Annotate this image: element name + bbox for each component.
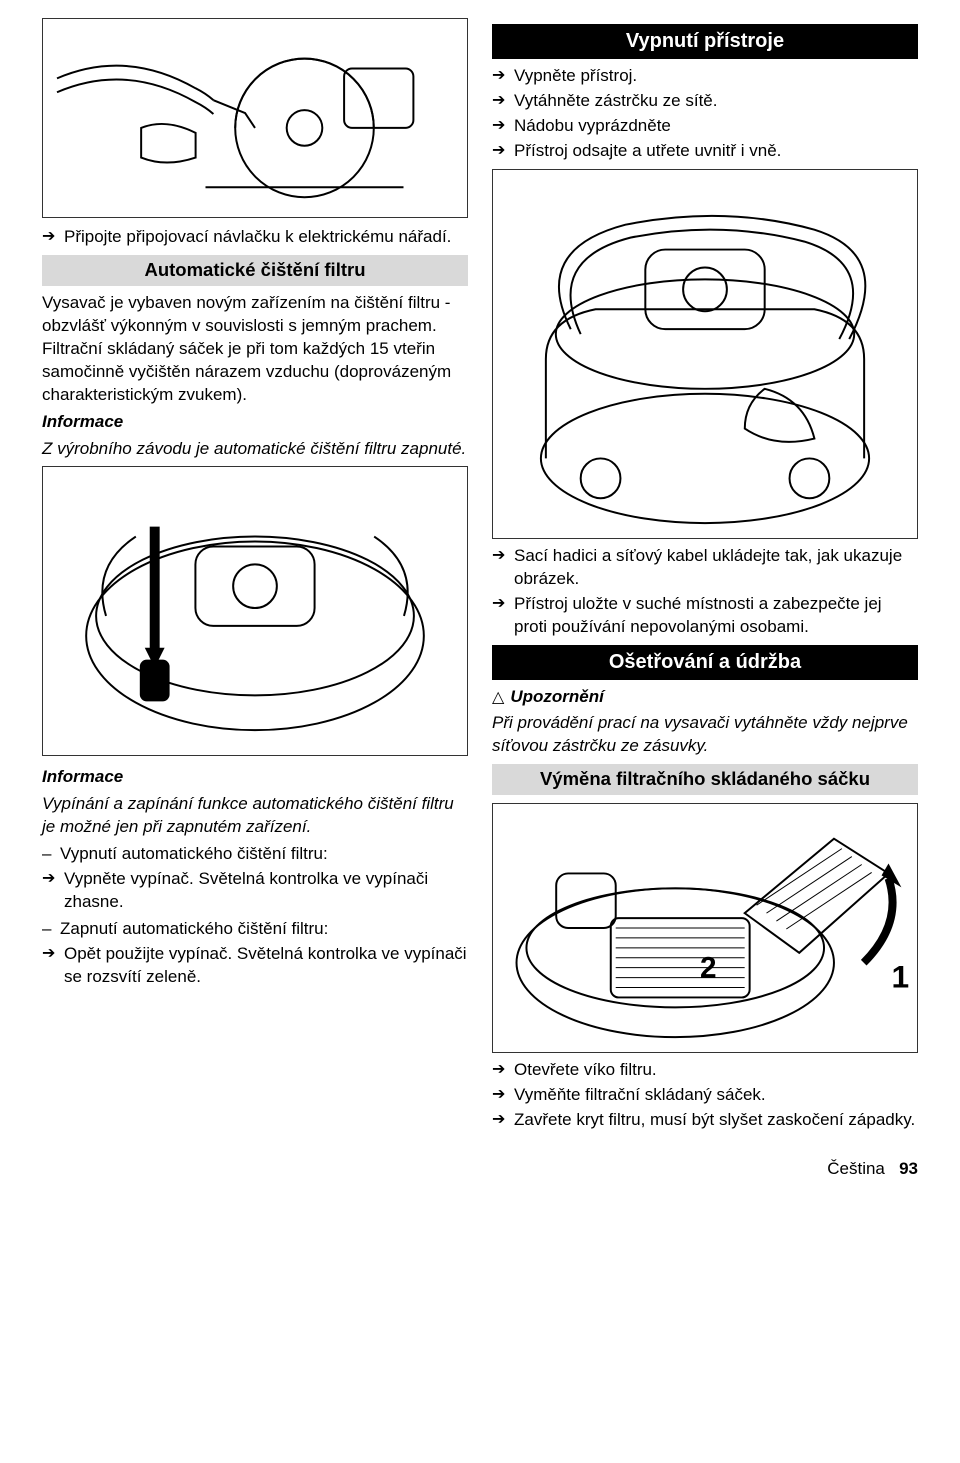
filter-item-1: Vyměňte filtrační skládaný sáček. [492,1084,918,1107]
info-label-1: Informace [42,411,468,434]
figure-tool-attach [42,18,468,218]
warning-body: Při provádění prací na vysavači vytáhnět… [492,712,918,758]
page-footer: Čeština 93 [42,1158,918,1181]
info-label-2: Informace [42,766,468,789]
dash-on: Zapnutí automatického čištění filtru: [42,918,468,941]
figure-vacuum-top [42,466,468,756]
section-turn-off: Vypnutí přístroje [492,24,918,59]
footer-lang: Čeština [827,1159,885,1178]
arrow-off: Vypněte vypínač. Světelná kontrolka ve v… [42,868,468,914]
callout-1: 1 [891,959,909,995]
filter-item-2: Zavřete kryt filtru, musí být slyšet zas… [492,1109,918,1132]
footer-page: 93 [899,1159,918,1178]
section-filter-change: Výměna filtračního skládaného sáčku [492,764,918,795]
store-item-1: Přístroj uložte v suché místnosti a zabe… [492,593,918,639]
off-item-0: Vypněte přístroj. [492,65,918,88]
attach-item: Připojte připojovací návlačku k elektric… [42,226,468,249]
auto-clean-info: Z výrobního závodu je automatické čištěn… [42,438,468,461]
figure-vacuum-storage [492,169,918,539]
dash-off: Vypnutí automatického čištění filtru: [42,843,468,866]
warning-icon: △ [492,690,504,706]
auto-clean-off-header: Vypnutí automatického čištění filtru: [42,843,468,866]
section-auto-clean: Automatické čištění filtru [42,255,468,286]
store-item-0: Sací hadici a síťový kabel ukládejte tak… [492,545,918,591]
filter-change-list: Otevřete víko filtru. Vyměňte filtrační … [492,1059,918,1132]
attach-list: Připojte připojovací návlačku k elektric… [42,226,468,249]
turn-off-list: Vypněte přístroj. Vytáhněte zástrčku ze … [492,65,918,163]
figure-filter-change: 1 2 [492,803,918,1053]
auto-clean-off-step: Vypněte vypínač. Světelná kontrolka ve v… [42,868,468,914]
storage-list: Sací hadici a síťový kabel ukládejte tak… [492,545,918,639]
warning-row: △ Upozornění [492,686,918,709]
warning-label: Upozornění [510,686,604,709]
section-maintenance: Ošetřování a údržba [492,645,918,680]
info2-body: Vypínání a zapínání funkce automatického… [42,793,468,839]
auto-clean-on-step: Opět použijte vypínač. Světelná kontrolk… [42,943,468,989]
auto-clean-on-header: Zapnutí automatického čištění filtru: [42,918,468,941]
auto-clean-paragraph: Vysavač je vybaven novým zařízením na či… [42,292,468,407]
arrow-on: Opět použijte vypínač. Světelná kontrolk… [42,943,468,989]
off-item-1: Vytáhněte zástrčku ze sítě. [492,90,918,113]
callout-2: 2 [700,952,717,985]
off-item-3: Přístroj odsajte a utřete uvnitř i vně. [492,140,918,163]
filter-item-0: Otevřete víko filtru. [492,1059,918,1082]
off-item-2: Nádobu vyprázdněte [492,115,918,138]
